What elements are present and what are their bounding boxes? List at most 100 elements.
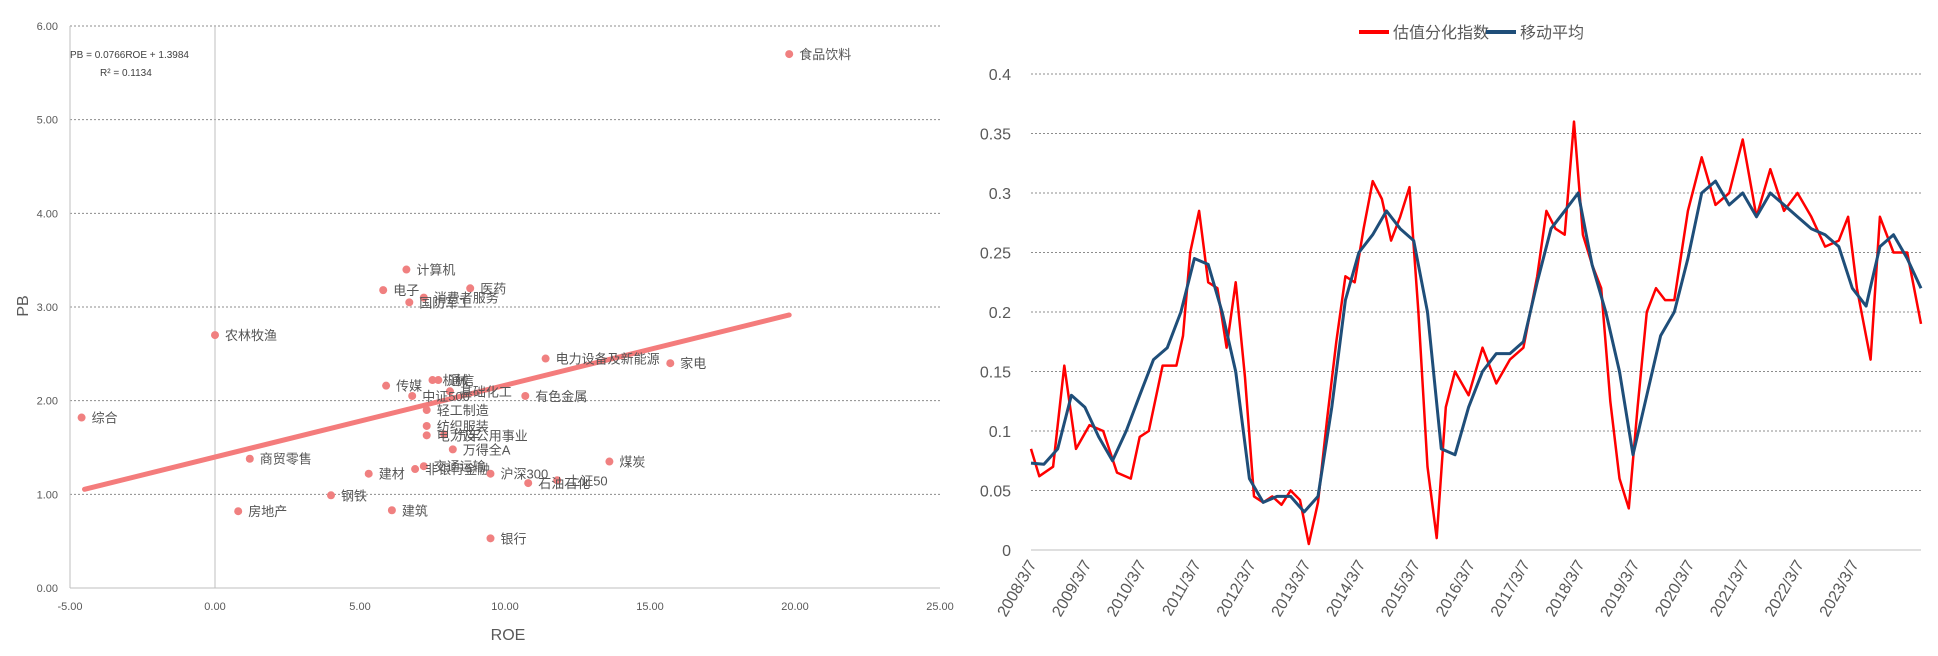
scatter-point [419, 462, 428, 471]
line-x-tick-labels: 2008/3/7 2009/3/7 2010/3/7 2011/3/7 2012/3/7… [995, 557, 1863, 620]
line-x-tick-label: 2011/3/7 [1160, 557, 1205, 618]
scatter-point [428, 376, 437, 385]
scatter-x-tick-label: 20.00 [781, 601, 809, 613]
scatter-gridlines [69, 25, 940, 589]
r-squared-label: R² = 0.1134 [100, 68, 152, 79]
line-y-tick-label: 0 [1002, 543, 1011, 560]
scatter-point [422, 406, 431, 415]
line-y-tick-label: 0.1 [989, 424, 1011, 441]
scatter-point-label: 煤炭 [619, 455, 645, 470]
scatter-x-tick-label: 10.00 [491, 601, 519, 613]
scatter-y-tick-label: 1.00 [37, 489, 58, 501]
line-x-tick-label: 2015/3/7 [1378, 557, 1424, 620]
line-series [1029, 120, 1923, 546]
scatter-point [486, 534, 495, 543]
valuation-divergence-line-chart: 估值分化指数 移动平均 0 0.05 0.1 0.15 0.2 0.25 0.3 0.35 0.… [969, 0, 1938, 651]
line-y-tick-label: 0.15 [980, 365, 1011, 382]
scatter-point [521, 391, 530, 400]
scatter-y-tick-label: 5.00 [37, 115, 58, 127]
scatter-point [553, 476, 562, 485]
scatter-point [327, 491, 335, 500]
roe-pb-scatter-chart: 0.00 1.00 2.00 3.00 4.00 5.00 6.00 -5.00 0.00 5.… [0, 0, 969, 651]
line-x-tick-label: 2017/3/7 [1488, 557, 1534, 620]
scatter-point [422, 421, 431, 430]
line-x-tick-label: 2012/3/7 [1214, 557, 1260, 620]
scatter-point-label: 建筑 [402, 503, 428, 518]
scatter-x-tick-label: 5.00 [349, 601, 370, 613]
scatter-y-tick-label: 6.00 [37, 21, 58, 33]
scatter-point-label: 建材 [379, 467, 405, 482]
line-y-tick-label: 0.35 [980, 127, 1011, 144]
scatter-point [402, 265, 411, 274]
scatter-point [466, 284, 475, 293]
scatter-point [211, 331, 219, 340]
x-axis-title: ROE [491, 627, 526, 644]
scatter-point [234, 507, 243, 516]
series-line-moving-average [1030, 179, 1923, 514]
scatter-point [405, 298, 414, 307]
legend-label-valuation-index: 估值分化指数 [1393, 24, 1489, 42]
scatter-point-label: 农林牧渔 [225, 328, 277, 343]
scatter-point [524, 479, 533, 488]
scatter-y-tick-labels: 0.00 1.00 2.00 3.00 4.00 5.00 6.00 [37, 21, 58, 595]
line-y-tick-label: 0.4 [989, 67, 1011, 84]
trendline-path [82, 312, 792, 492]
scatter-point [364, 469, 373, 478]
scatter-point-label: 轻工制造 [437, 403, 489, 418]
line-plot-area: 估值分化指数 移动平均 0 0.05 0.1 0.15 0.2 0.25 0.3 0.35 0.… [980, 24, 1923, 620]
line-gridlines [1031, 73, 1921, 551]
y-axis-title: PB [15, 295, 32, 316]
line-x-tick-label: 2022/3/7 [1762, 557, 1808, 620]
line-y-tick-label: 0.05 [980, 484, 1011, 501]
scatter-y-tick-label: 0.00 [37, 583, 58, 595]
scatter-point-label: 医药 [480, 281, 506, 296]
line-x-tick-label: 2013/3/7 [1269, 557, 1315, 620]
line-x-tick-label: 2019/3/7 [1597, 557, 1643, 620]
scatter-point-label: 交通运输 [434, 459, 486, 474]
legend: 估值分化指数 移动平均 [1359, 24, 1584, 42]
scatter-x-tick-label: 15.00 [636, 601, 664, 613]
scatter-point-label: 汽车 [454, 427, 480, 442]
scatter-point [422, 431, 431, 440]
line-x-tick-label: 2010/3/7 [1104, 557, 1150, 620]
scatter-point-label: 家电 [680, 356, 706, 371]
line-x-tick-label: 2016/3/7 [1433, 557, 1479, 620]
scatter-y-tick-label: 3.00 [37, 302, 58, 314]
scatter-point-label: 消费者服务 [434, 291, 499, 306]
trendline-equation: PB = 0.0766ROE + 1.3984 [70, 50, 189, 61]
scatter-point [382, 381, 391, 390]
scatter-point-label: 传媒 [396, 379, 422, 394]
scatter-point-label: 万得全A [463, 442, 511, 457]
scatter-point-label: 综合 [92, 411, 118, 426]
line-x-tick-label: 2023/3/7 [1817, 557, 1863, 620]
scatter-point [445, 387, 454, 396]
scatter-point-label: 石油石化 [538, 476, 590, 491]
scatter-point [785, 50, 794, 59]
scatter-point-label: 国防军工 [419, 295, 471, 310]
scatter-point-label: 有色金属 [535, 389, 587, 404]
line-x-tick-label: 2014/3/7 [1323, 557, 1369, 620]
scatter-x-tick-labels: -5.00 0.00 5.00 10.00 15.00 20.00 25.00 [57, 601, 953, 613]
scatter-trendline [82, 312, 792, 492]
line-x-tick-label: 2018/3/7 [1543, 557, 1589, 620]
scatter-y-tick-label: 2.00 [37, 396, 58, 408]
scatter-point [448, 445, 457, 454]
scatter-point-label: 计算机 [416, 263, 455, 278]
scatter-y-tick-label: 4.00 [37, 208, 58, 220]
scatter-point-label: 钢铁 [341, 488, 367, 503]
scatter-plot-area: 0.00 1.00 2.00 3.00 4.00 5.00 6.00 -5.00 0.00 5.… [15, 21, 954, 644]
scatter-point [411, 465, 420, 474]
scatter-point-label: 食品饮料 [799, 47, 851, 62]
scatter-point-label: 沪深300 [501, 467, 549, 482]
scatter-point [387, 506, 396, 515]
scatter-point-label: 电力及公用事业 [437, 428, 528, 443]
line-x-tick-label: 2021/3/7 [1707, 557, 1753, 620]
scatter-point-label: 商贸零售 [260, 452, 312, 467]
line-x-tick-label: 2009/3/7 [1049, 557, 1095, 620]
scatter-x-tick-label: 25.00 [926, 601, 954, 613]
scatter-point-label: 机械 [443, 373, 469, 388]
scatter-point [434, 376, 443, 385]
scatter-point [245, 454, 254, 463]
scatter-point [419, 293, 428, 302]
